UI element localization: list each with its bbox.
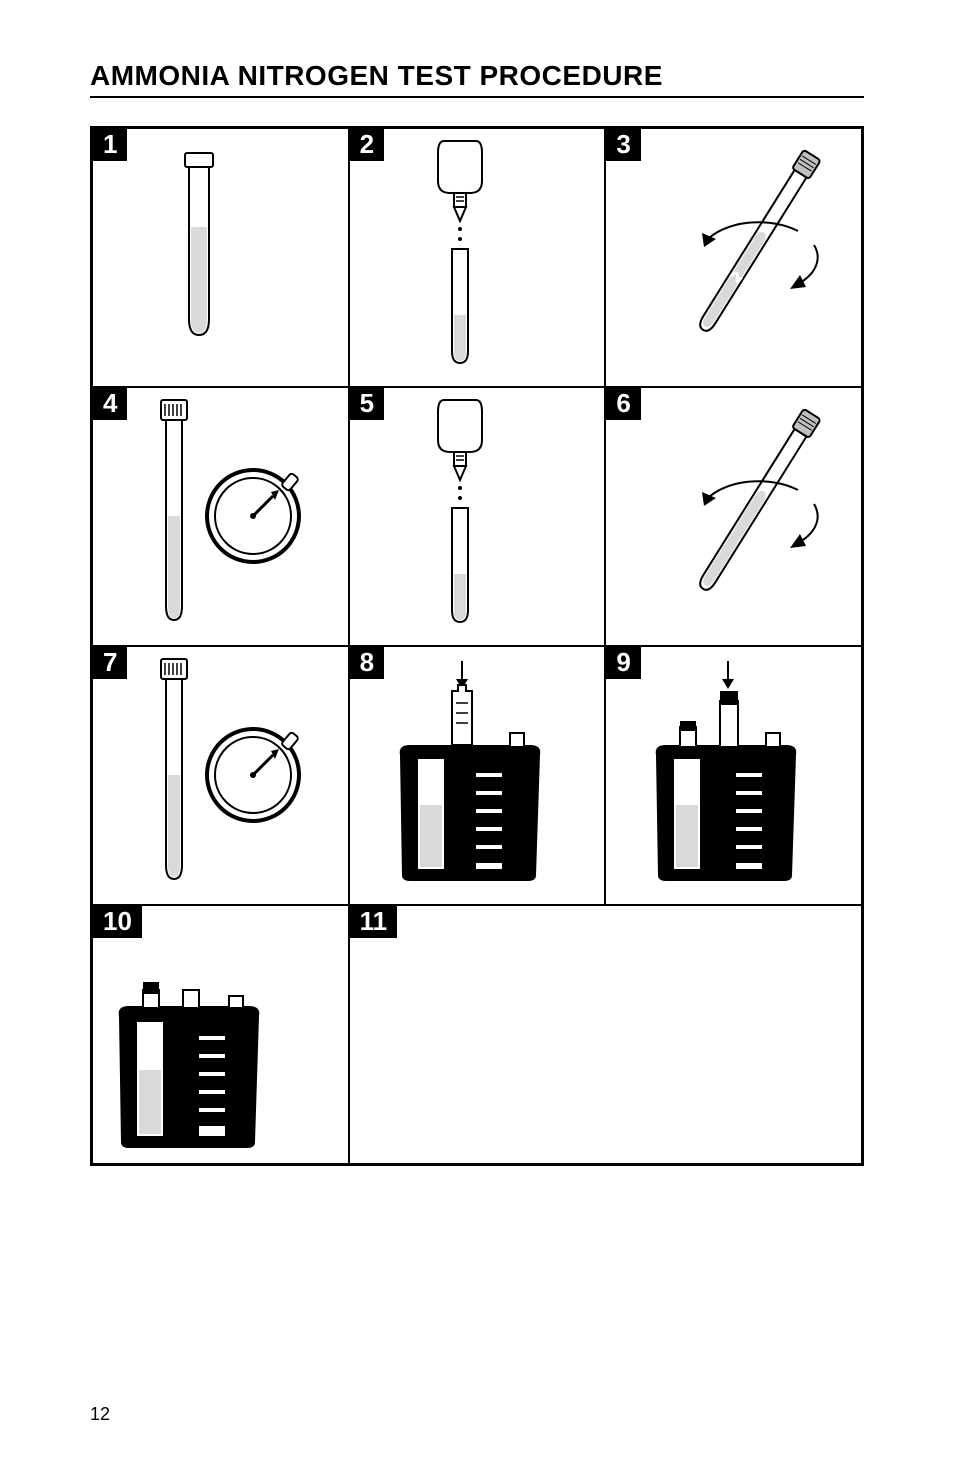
tube-timer-icon <box>123 655 323 885</box>
step-badge: 2 <box>350 129 386 163</box>
procedure-grid: 1 2 <box>90 126 864 1166</box>
step-cell-2: 2 <box>349 128 606 387</box>
step-cell-4: 4 <box>92 387 349 646</box>
step-badge: 1 <box>93 129 129 163</box>
swirl-tube-icon <box>646 135 846 355</box>
step-badge: 5 <box>350 388 386 422</box>
step-cell-3: 3 <box>605 128 862 387</box>
tube-dropper-icon <box>410 135 510 365</box>
page-title: AMMONIA NITROGEN TEST PROCEDURE <box>90 60 864 92</box>
test-tube-icon <box>163 147 243 347</box>
comparator-final-icon <box>99 946 299 1156</box>
step-cell-11: 11 <box>349 905 862 1164</box>
step-cell-6: 6 <box>605 387 862 646</box>
step-cell-10: 10 <box>92 905 349 1164</box>
step-cell-9: 9 <box>605 646 862 905</box>
page-number: 12 <box>90 1404 110 1425</box>
comparator-insert-open-icon <box>380 655 580 885</box>
step-badge: 11 <box>350 906 400 940</box>
step-badge: 3 <box>606 129 642 163</box>
step-cell-7: 7 <box>92 646 349 905</box>
step-cell-5: 5 <box>349 387 606 646</box>
tube-dropper-icon <box>410 394 510 624</box>
step-cell-1: 1 <box>92 128 349 387</box>
step-badge: 10 <box>93 906 144 940</box>
comparator-insert-capped-icon <box>636 655 836 885</box>
title-underline: AMMONIA NITROGEN TEST PROCEDURE <box>90 60 864 98</box>
page: AMMONIA NITROGEN TEST PROCEDURE 1 2 <box>0 0 954 1475</box>
tube-timer-icon <box>123 396 323 626</box>
step-cell-8: 8 <box>349 646 606 905</box>
step-badge: 6 <box>606 388 642 422</box>
swirl-tube-icon <box>646 394 846 614</box>
